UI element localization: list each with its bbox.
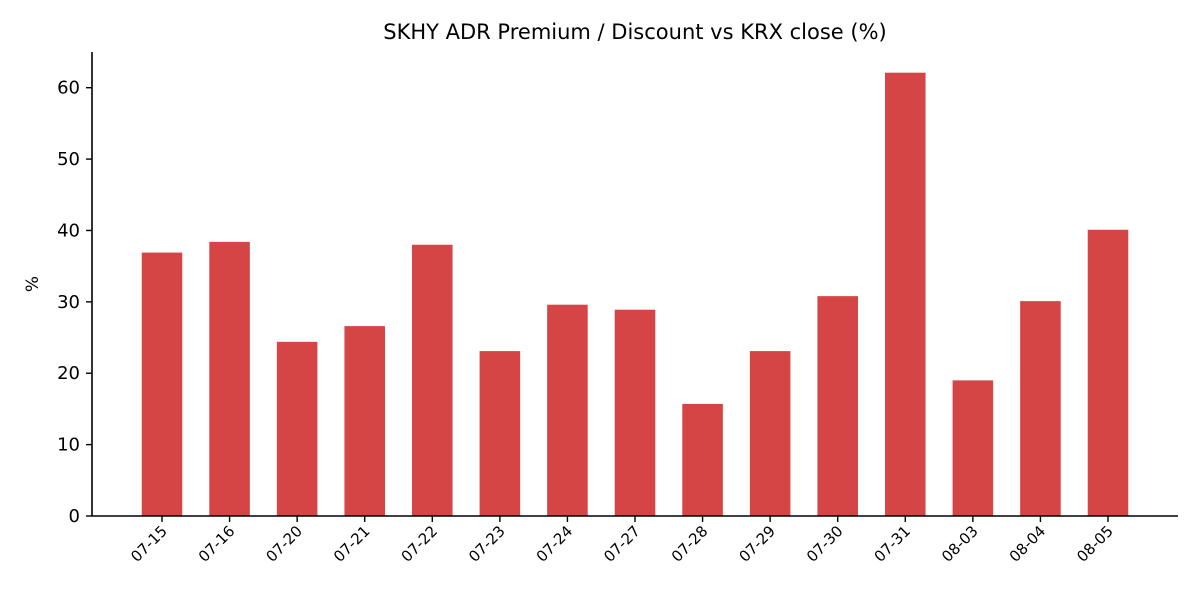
bar-08-03 xyxy=(952,380,994,516)
x-tick-label: 07-24 xyxy=(533,522,577,566)
bar-07-21 xyxy=(344,326,385,516)
y-ticks: 0 10 20 30 40 50 60 xyxy=(57,78,92,527)
bar-07-23 xyxy=(479,351,521,516)
bar-07-31 xyxy=(885,72,926,516)
x-tick-label: 07-20 xyxy=(262,522,306,566)
x-tick-label: 07-31 xyxy=(871,522,915,566)
x-tick-label: 07-23 xyxy=(465,522,509,566)
bar-07-16 xyxy=(209,241,250,516)
y-tick-label: 60 xyxy=(57,78,80,99)
bar-07-27 xyxy=(614,309,656,516)
x-ticks: 07-15 07-16 07-20 07-21 07-22 07-23 07-24 07-27… xyxy=(127,516,1117,566)
y-tick-label: 30 xyxy=(57,292,80,313)
bar-07-29 xyxy=(749,351,791,516)
y-tick-label: 10 xyxy=(57,435,80,456)
bar-07-20 xyxy=(276,341,318,516)
bar-08-05 xyxy=(1087,229,1129,516)
bar-07-22 xyxy=(412,244,453,517)
bar-07-15 xyxy=(141,252,183,516)
x-tick-label: 07-22 xyxy=(398,522,442,566)
bar-08-04 xyxy=(1020,301,1061,516)
bar-07-30 xyxy=(817,296,858,516)
x-tick-label: 07-29 xyxy=(735,522,779,566)
y-tick-label: 20 xyxy=(57,363,80,384)
x-tick-label: 07-30 xyxy=(803,522,847,566)
y-tick-label: 40 xyxy=(57,220,80,241)
y-axis-label: % xyxy=(23,276,43,292)
x-tick-label: 08-03 xyxy=(938,522,982,566)
x-tick-label: 07-16 xyxy=(195,522,239,566)
x-tick-label: 07-28 xyxy=(668,522,712,566)
y-tick-label: 0 xyxy=(69,506,80,527)
chart-title: SKHY ADR Premium / Discount vs KRX close… xyxy=(383,20,887,44)
x-tick-label: 07-21 xyxy=(330,522,374,566)
y-tick-label: 50 xyxy=(57,149,80,170)
x-tick-label: 08-04 xyxy=(1006,522,1050,566)
x-tick-label: 08-05 xyxy=(1073,522,1117,566)
bar-07-28 xyxy=(682,403,723,516)
x-tick-label: 07-27 xyxy=(600,522,644,566)
x-tick-label: 07-15 xyxy=(127,522,171,566)
bars-layer xyxy=(141,72,1129,517)
bar-07-24 xyxy=(547,304,588,516)
